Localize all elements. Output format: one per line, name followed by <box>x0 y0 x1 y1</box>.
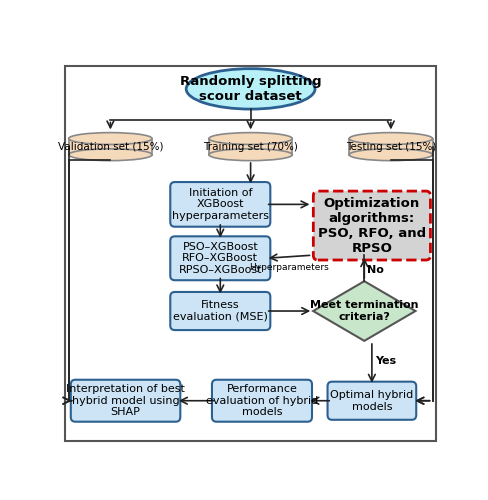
Ellipse shape <box>348 132 432 144</box>
Text: Training set (70%): Training set (70%) <box>203 142 298 152</box>
Ellipse shape <box>68 132 152 144</box>
Text: Validation set (15%): Validation set (15%) <box>58 142 163 152</box>
Text: Hyperparameters: Hyperparameters <box>249 263 328 272</box>
Text: Randomly splitting
scour dataset: Randomly splitting scour dataset <box>180 75 321 103</box>
Ellipse shape <box>186 68 314 109</box>
FancyBboxPatch shape <box>211 380 311 422</box>
Text: Performance
evaluation of hybrid
models: Performance evaluation of hybrid models <box>205 384 318 418</box>
Text: Testing set (15%): Testing set (15%) <box>345 142 435 152</box>
Text: PSO–XGBoost
RFO–XGBoost
RPSO–XGBoost: PSO–XGBoost RFO–XGBoost RPSO–XGBoost <box>178 242 262 275</box>
FancyBboxPatch shape <box>170 236 270 280</box>
Bar <box>208 138 292 154</box>
Text: Meet termination
criteria?: Meet termination criteria? <box>309 300 418 322</box>
FancyBboxPatch shape <box>71 380 180 422</box>
Bar <box>68 138 152 154</box>
Ellipse shape <box>68 149 152 160</box>
FancyBboxPatch shape <box>313 191 429 260</box>
Text: Optimal hybrid
models: Optimal hybrid models <box>329 390 413 411</box>
Text: Initiation of
XGBoost
hyperparameters: Initiation of XGBoost hyperparameters <box>171 188 268 221</box>
FancyBboxPatch shape <box>327 382 415 420</box>
Bar <box>348 138 432 154</box>
Text: Optimization
algorithms:
PSO, RFO, and
RPSO: Optimization algorithms: PSO, RFO, and R… <box>317 196 425 254</box>
Text: No: No <box>366 265 384 275</box>
Text: Interpretation of best
hybrid model using
SHAP: Interpretation of best hybrid model usin… <box>66 384 184 418</box>
Polygon shape <box>312 281 415 341</box>
FancyBboxPatch shape <box>170 292 270 330</box>
Ellipse shape <box>208 132 292 144</box>
FancyBboxPatch shape <box>170 182 270 226</box>
Text: Fitness
evaluation (MSE): Fitness evaluation (MSE) <box>172 300 267 322</box>
Ellipse shape <box>208 149 292 160</box>
Ellipse shape <box>348 149 432 160</box>
Text: Yes: Yes <box>374 356 395 366</box>
